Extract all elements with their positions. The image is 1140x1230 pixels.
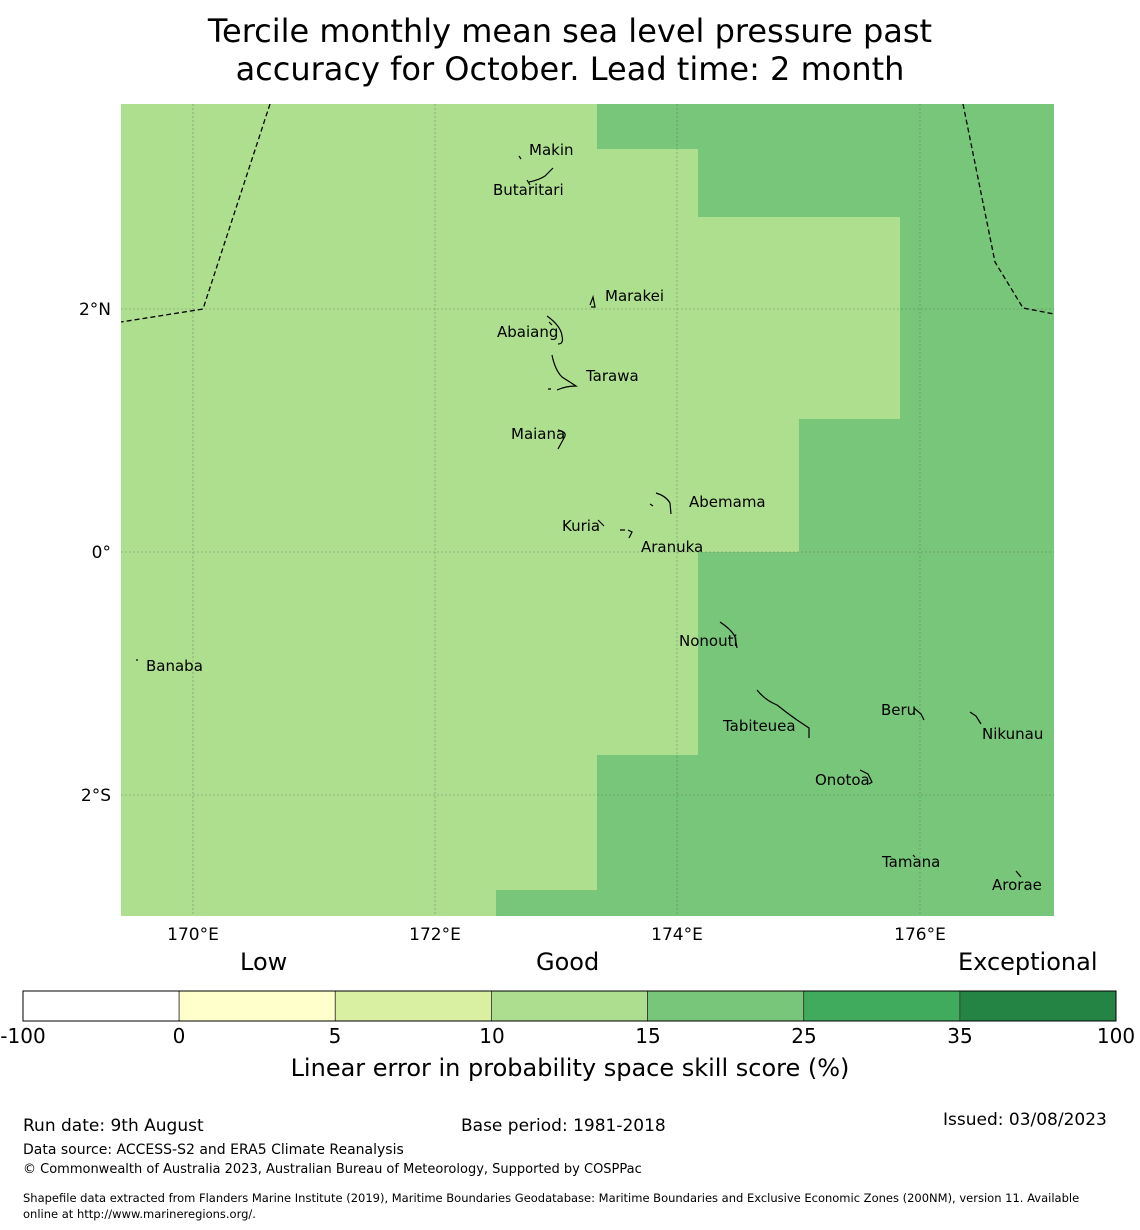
island-label-makin: Makin (529, 141, 574, 159)
island-label-tarawa: Tarawa (585, 367, 639, 385)
colorbar-category-exceptional: Exceptional (958, 948, 1098, 976)
colorbar-segment (803, 990, 961, 1022)
shapefile-credit-line-1: Shapefile data extracted from Flanders M… (23, 1191, 1080, 1205)
colorbar-tick: -100 (0, 1024, 46, 1048)
colorbar-label: Linear error in probability space skill … (290, 1054, 850, 1082)
chart-title: Tercile monthly mean sea level pressure … (0, 12, 1140, 88)
lat-tick-2s: 2°S (81, 786, 111, 806)
lon-tick-174: 174°E (651, 925, 703, 945)
lon-tick-176: 176°E (894, 925, 946, 945)
island-label-banaba: Banaba (146, 657, 203, 675)
island-label-abaiang: Abaiang (497, 323, 558, 341)
colorbar-category-good: Good (536, 948, 600, 976)
colorbar-segment (22, 990, 180, 1022)
lat-tick-0: 0° (92, 543, 111, 563)
island-label-maiana: Maiana (511, 425, 565, 443)
colorbar-segment (491, 990, 648, 1022)
colorbar (22, 990, 1117, 1022)
island-labels: Makin Butaritari Marakei Abaiang Tarawa … (146, 141, 1043, 894)
colorbar-tick: 35 (947, 1024, 973, 1048)
copyright-notice: © Commonwealth of Australia 2023, Austra… (23, 1162, 642, 1177)
colorbar-tick: 10 (479, 1024, 505, 1048)
graticule (121, 104, 1054, 916)
shapefile-credit-line-2: online at http://www.marineregions.org/. (23, 1207, 256, 1221)
island-label-beru: Beru (881, 701, 916, 719)
skill-region-good-15-25 (496, 104, 1054, 916)
issued-date: Issued: 03/08/2023 (943, 1110, 1107, 1130)
colorbar-tick: 25 (791, 1024, 817, 1048)
title-line-1: Tercile monthly mean sea level pressure … (207, 12, 933, 50)
eez-boundary (121, 104, 1054, 323)
colorbar-tick: 0 (172, 1024, 186, 1048)
island-label-butaritari: Butaritari (493, 181, 564, 199)
colorbar-segment (178, 990, 336, 1022)
island-label-aranuka: Aranuka (641, 538, 703, 556)
lat-tick-2n: 2°N (79, 300, 111, 320)
colorbar-category-low: Low (240, 948, 288, 976)
colorbar-segment (959, 990, 1117, 1022)
colorbar-segment (647, 990, 805, 1022)
lon-tick-172: 172°E (409, 925, 461, 945)
island-label-tamana: Tamana (881, 853, 940, 871)
island-label-marakei: Marakei (605, 287, 664, 305)
island-label-arorae: Arorae (992, 876, 1042, 894)
island-label-kuria: Kuria (562, 517, 600, 535)
island-outlines (136, 155, 1022, 878)
island-label-nikunau: Nikunau (982, 725, 1043, 743)
run-date: Run date: 9th August (23, 1116, 204, 1136)
island-label-nonouti: Nonouti (679, 632, 738, 650)
colorbar-border (22, 990, 1117, 1022)
island-label-abemama: Abemama (689, 493, 766, 511)
colorbar-tick: 100 (1096, 1024, 1136, 1048)
colorbar-tick: 5 (328, 1024, 342, 1048)
data-source: Data source: ACCESS-S2 and ERA5 Climate … (23, 1142, 404, 1158)
base-period: Base period: 1981-2018 (461, 1116, 666, 1136)
island-label-onotoa: Onotoa (815, 771, 870, 789)
axis-labels: 170°E 172°E 174°E 176°E 2°N 0° 2°S (79, 300, 946, 945)
colorbar-tick: 15 (635, 1024, 661, 1048)
island-label-tabiteuea: Tabiteuea (722, 717, 796, 735)
colorbar-segment (334, 990, 492, 1022)
lon-tick-170: 170°E (167, 925, 219, 945)
title-line-2: accuracy for October. Lead time: 2 month (235, 50, 905, 88)
